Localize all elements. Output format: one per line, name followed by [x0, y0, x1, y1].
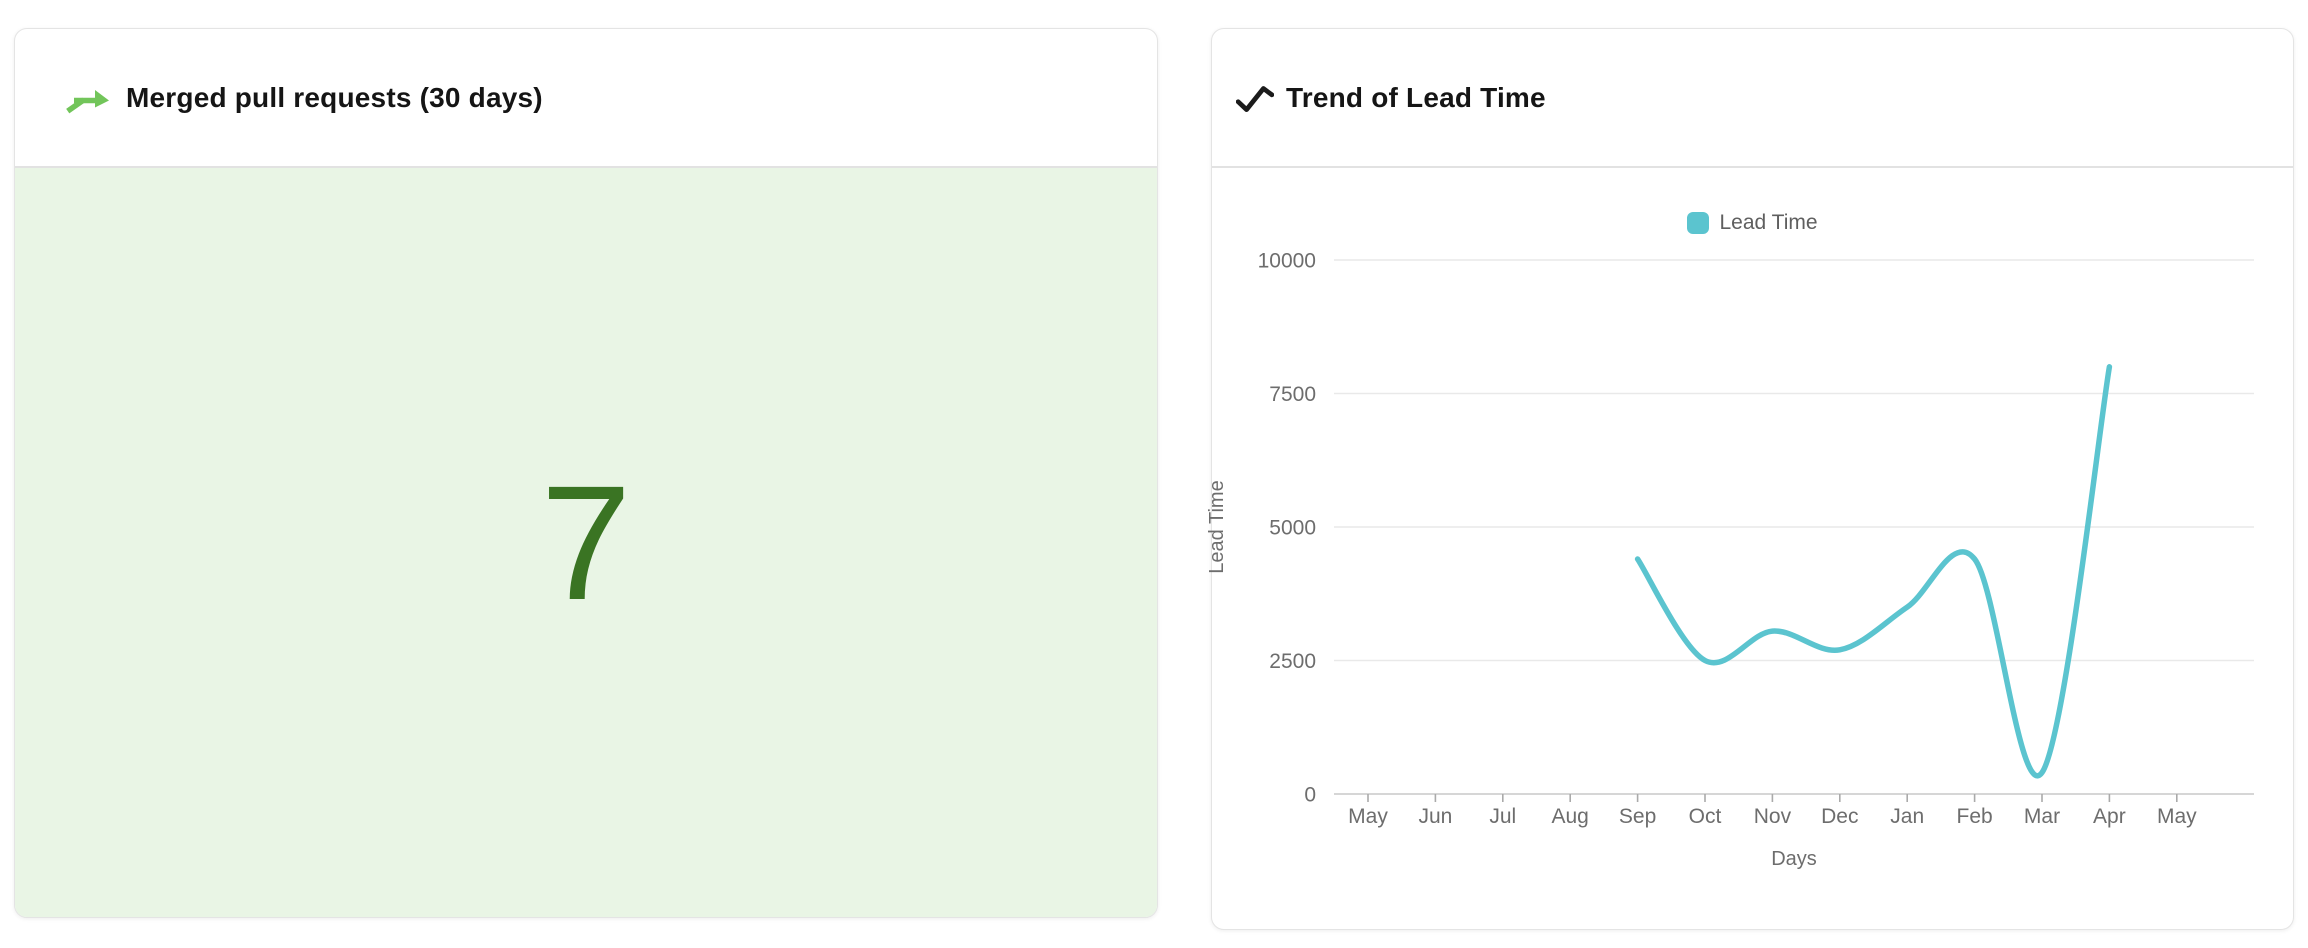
svg-text:0: 0: [1304, 784, 1316, 807]
svg-text:Oct: Oct: [1689, 805, 1722, 828]
svg-text:Days: Days: [1771, 848, 1817, 870]
svg-text:5000: 5000: [1269, 517, 1316, 540]
merged-pr-count: 7: [540, 451, 632, 634]
svg-text:Jul: Jul: [1489, 805, 1516, 828]
git-merge-icon: [65, 78, 113, 118]
svg-text:May: May: [1348, 805, 1388, 828]
merged-pull-requests-card: Merged pull requests (30 days) 7: [14, 28, 1158, 918]
merged-pull-requests-header: Merged pull requests (30 days): [15, 29, 1157, 166]
svg-text:Lead Time: Lead Time: [1206, 480, 1228, 573]
lead-time-chart: Lead Time 0 2500 5000 7500 10000 May Jun Jul Aug…: [1206, 168, 2293, 931]
card-title: Trend of Lead Time: [1286, 81, 1546, 113]
svg-text:May: May: [2157, 805, 2197, 828]
line-chart-plot: 0 2500 5000 7500 10000 May Jun Jul Aug Sep Oct Nov D…: [1206, 250, 2254, 870]
svg-text:Sep: Sep: [1619, 805, 1656, 828]
svg-text:Jun: Jun: [1418, 805, 1452, 828]
svg-text:Aug: Aug: [1552, 805, 1589, 828]
lead-time-trend-header: Trend of Lead Time: [1212, 29, 2293, 166]
svg-text:Feb: Feb: [1957, 805, 1993, 828]
svg-text:2500: 2500: [1269, 650, 1316, 673]
header-divider: [15, 166, 1157, 168]
svg-text:10000: 10000: [1258, 250, 1316, 273]
trend-up-icon: [1236, 81, 1274, 115]
merged-pr-value-panel: 7: [15, 168, 1157, 917]
svg-text:Dec: Dec: [1821, 805, 1858, 828]
lead-time-trend-card: Trend of Lead Time Lead Time 0 2500 5000 75…: [1206, 28, 2294, 931]
header-divider: [1212, 166, 2293, 168]
chart-legend-item[interactable]: Lead Time: [1212, 211, 2293, 235]
svg-text:Mar: Mar: [2024, 805, 2060, 828]
legend-label: Lead Time: [1719, 211, 1818, 234]
svg-text:Nov: Nov: [1754, 805, 1792, 828]
svg-text:7500: 7500: [1269, 383, 1316, 406]
legend-swatch: [1687, 212, 1710, 234]
svg-text:Apr: Apr: [2093, 805, 2126, 828]
svg-text:Jan: Jan: [1890, 805, 1924, 828]
card-title: Merged pull requests (30 days): [126, 81, 543, 113]
